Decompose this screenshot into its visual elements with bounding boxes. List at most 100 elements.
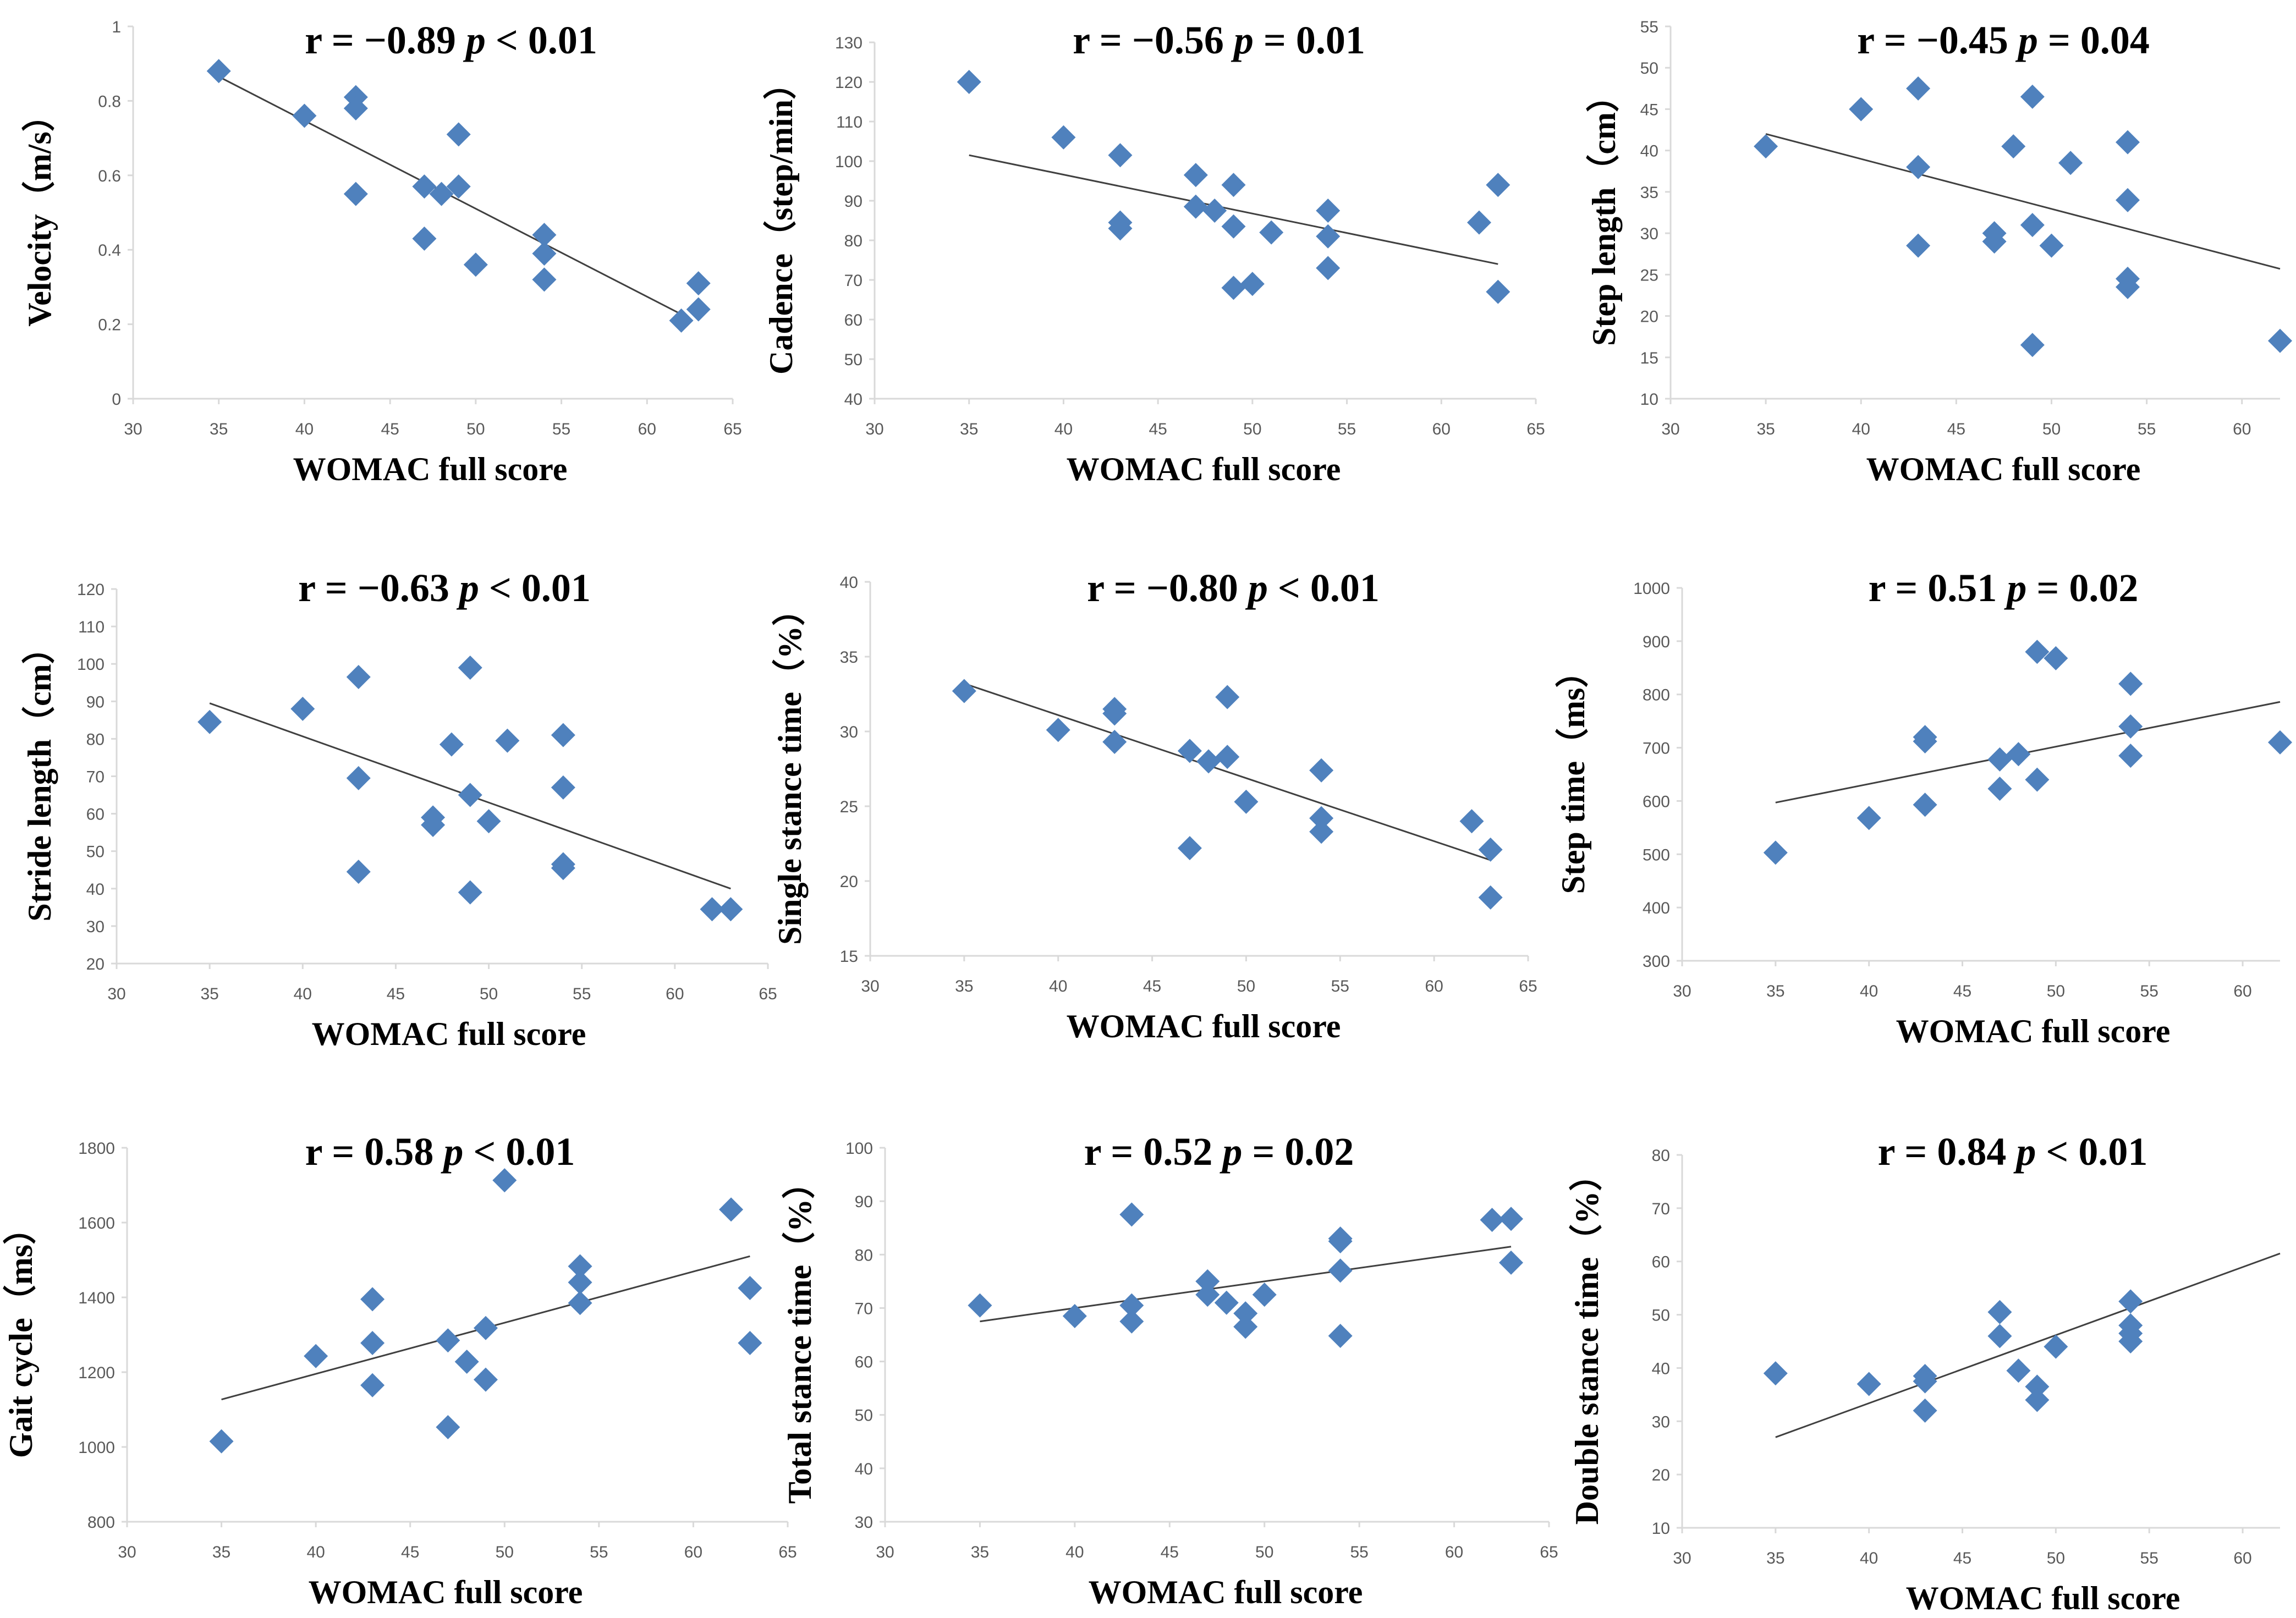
data-point (1214, 1290, 1239, 1315)
y-tick-label: 15 (1640, 349, 1658, 367)
data-point (1234, 789, 1259, 814)
data-point (2044, 1334, 2068, 1359)
title-r-value: r = 0.51 (1869, 566, 2007, 610)
y-tick-label: 100 (845, 1140, 873, 1158)
x-tick-label: 45 (1143, 977, 1161, 995)
data-point (718, 897, 743, 922)
data-point (1046, 718, 1070, 742)
y-tick-label: 40 (844, 390, 863, 409)
y-tick-label: 20 (840, 873, 858, 891)
data-point (1119, 1309, 1144, 1334)
x-tick-label: 50 (1255, 1543, 1273, 1561)
x-tick-label: 50 (2047, 982, 2065, 1000)
y-axis-title: Velocity（m/s） (21, 98, 58, 326)
title-p-symbol: p (2013, 1130, 2036, 1174)
chart-panel-cadence: 30 35 40 45 50 55 60 65 40 50 60 70 80 90 100 110 120 130… (762, 18, 1545, 487)
data-point (454, 1349, 479, 1374)
x-tick-label: 30 (861, 977, 879, 995)
x-tick-label: 60 (666, 985, 684, 1003)
data-point (1478, 885, 1503, 910)
data-point (1183, 163, 1208, 188)
y-axis-title: Gait cycle（ms） (2, 1212, 39, 1458)
data-point (1856, 1372, 1881, 1396)
data-point (1913, 729, 1937, 753)
data-point (2020, 333, 2045, 357)
trendline (980, 1246, 1512, 1323)
data-point (2025, 1374, 2050, 1399)
y-tick-label: 40 (855, 1460, 873, 1478)
y-tick-label: 60 (844, 311, 863, 329)
data-point (1102, 730, 1127, 755)
data-point (700, 897, 724, 922)
y-tick-label: 600 (1643, 793, 1670, 811)
y-tick-label: 300 (1643, 953, 1670, 971)
y-tick-label: 50 (1640, 59, 1658, 78)
data-point (1982, 229, 2007, 254)
data-point (439, 732, 464, 757)
x-axis-title: WOMAC full score (1906, 1580, 2180, 1616)
y-tick-label: 60 (1652, 1253, 1670, 1272)
data-point (343, 181, 368, 206)
x-tick-label: 40 (294, 985, 312, 1003)
y-tick-label: 20 (86, 955, 105, 973)
data-point (2116, 274, 2140, 299)
x-tick-label: 35 (212, 1543, 230, 1561)
y-tick-label: 1000 (1633, 580, 1670, 598)
x-tick-label: 60 (684, 1543, 702, 1561)
x-tick-label: 35 (971, 1543, 989, 1561)
data-point (1259, 220, 1284, 245)
y-tick-label: 400 (1643, 899, 1670, 917)
title-p-symbol: p (1231, 18, 1254, 62)
data-point (1478, 837, 1503, 862)
y-tick-label: 800 (87, 1514, 115, 1532)
chart-panel-double-stance-time: 30 35 40 45 50 55 60 10 20 30 40 50 60 70 80 r = 0.84 p… (1568, 1130, 2281, 1616)
chart-panel-gait-cycle: 30 35 40 45 50 55 60 65 800 1000 1200 1400 1600 1800 r… (2, 1130, 797, 1610)
x-tick-label: 35 (960, 420, 978, 438)
chart-title: r = 0.52 p = 0.02 (1084, 1130, 1354, 1174)
data-point (1987, 1324, 2012, 1349)
y-tick-label: 60 (855, 1353, 873, 1372)
x-tick-label: 40 (1852, 420, 1870, 438)
data-point (473, 1316, 498, 1340)
data-point (206, 59, 231, 84)
data-point (1108, 143, 1133, 168)
data-point (1309, 806, 1334, 830)
y-tick-label: 110 (836, 113, 863, 131)
data-point (1215, 745, 1240, 769)
y-axis-title: Cadence（step/min） (762, 67, 799, 375)
y-tick-label: 0.8 (98, 92, 121, 111)
data-point (1051, 125, 1076, 150)
y-tick-label: 40 (840, 574, 858, 592)
data-point (1480, 1208, 1504, 1232)
trendline (964, 683, 1491, 861)
data-point (304, 1344, 328, 1368)
title-p-symbol: p (456, 566, 479, 610)
data-point (686, 297, 711, 322)
trendline (218, 76, 690, 320)
y-tick-label: 40 (1652, 1360, 1670, 1378)
data-point (551, 775, 575, 800)
data-point (1906, 76, 1931, 101)
data-point (209, 1429, 234, 1454)
title-r-value: r = −0.45 (1857, 18, 2018, 62)
y-tick-label: 70 (1652, 1200, 1670, 1218)
data-point (1195, 1283, 1220, 1307)
y-tick-label: 30 (1640, 225, 1658, 243)
data-point (1196, 749, 1221, 774)
data-point (1177, 836, 1202, 861)
x-tick-label: 65 (1519, 977, 1537, 995)
data-point (532, 267, 557, 292)
data-point (532, 241, 557, 266)
x-tick-label: 60 (1445, 1543, 1463, 1561)
title-r-value: r = −0.80 (1087, 566, 1248, 610)
x-tick-label: 55 (2138, 420, 2156, 438)
data-point (2058, 151, 2083, 175)
data-point (458, 656, 482, 680)
data-point (1913, 1398, 1937, 1423)
data-point (446, 122, 471, 147)
data-point (346, 665, 371, 690)
y-tick-label: 10 (1640, 390, 1658, 409)
y-tick-label: 35 (1640, 184, 1658, 202)
data-point (1119, 1202, 1144, 1227)
data-point (1309, 819, 1334, 844)
